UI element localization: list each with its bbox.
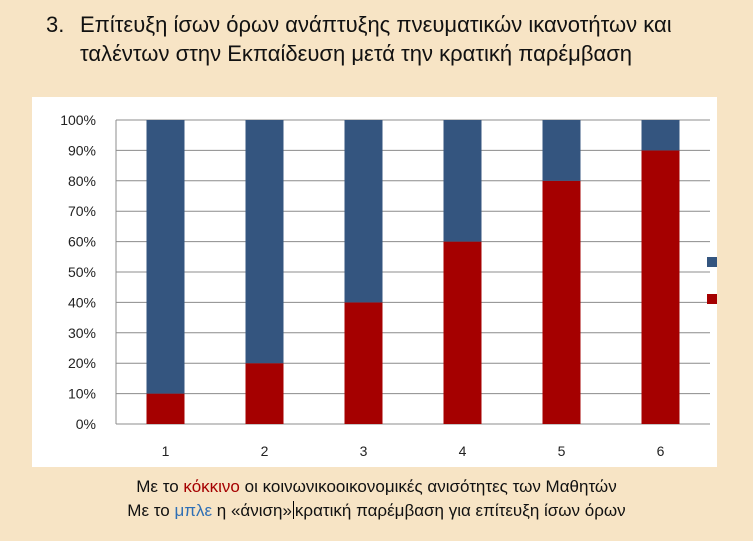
x-tick-label: 6 <box>657 443 665 459</box>
y-tick-label: 20% <box>68 355 96 371</box>
bar-segment-blue <box>443 120 482 242</box>
y-tick-label: 70% <box>68 203 96 219</box>
caption-1-suffix: οι κοινωνικοοικονομικές ανισότητες των Μ… <box>244 477 617 496</box>
y-tick-label: 40% <box>68 294 96 310</box>
text-cursor <box>292 501 294 519</box>
title-text: Επίτευξη ίσων όρων ανάπτυξης πνευματικών… <box>80 12 672 66</box>
caption-2-prefix: Με το <box>127 501 170 520</box>
x-tick-label: 1 <box>162 443 170 459</box>
x-tick-label: 5 <box>558 443 566 459</box>
y-tick-label: 90% <box>68 142 96 158</box>
bar-segment-red <box>245 363 284 424</box>
x-tick-label: 2 <box>261 443 269 459</box>
y-tick-label: 100% <box>60 112 96 128</box>
y-tick-label: 0% <box>76 416 96 432</box>
legend-swatch-blue <box>707 257 717 267</box>
y-tick-label: 50% <box>68 264 96 280</box>
bar-segment-red <box>443 241 482 424</box>
x-tick-label: 4 <box>459 443 467 459</box>
x-tick-label: 3 <box>360 443 368 459</box>
bar-segment-red <box>344 302 383 424</box>
bar-segment-blue <box>542 120 581 181</box>
slide-title: 3. Επίτευξη ίσων όρων ανάπτυξης πνευματι… <box>46 10 736 68</box>
y-tick-label: 60% <box>68 234 96 250</box>
stacked-bar-chart: 0% 10% 20% 30% 40% 50% 60% 70% 80% 90% 100% 1 2 3 4 5 6 <box>60 112 710 459</box>
bar-segment-blue <box>344 120 383 303</box>
caption-2-mid: η «άνιση» <box>216 501 292 520</box>
chart-area: 0% 10% 20% 30% 40% 50% 60% 70% 80% 90% 100% 1 2 3 4 5 6 <box>32 97 717 467</box>
bar-segment-blue <box>245 120 284 364</box>
y-tick-label: 10% <box>68 386 96 402</box>
caption-1-prefix: Με το <box>136 477 179 496</box>
title-number: 3. <box>46 12 65 37</box>
bar-segment-red <box>542 180 581 424</box>
bar-segment-blue <box>146 120 185 394</box>
bar-segment-red <box>641 150 680 424</box>
y-tick-label: 30% <box>68 325 96 341</box>
bar-segment-red <box>146 393 185 424</box>
caption-line-2: Με το μπλε η «άνιση» κρατική παρέμβαση γι… <box>0 501 753 521</box>
caption-red-keyword: κόκκινο <box>183 477 240 496</box>
y-tick-label: 80% <box>68 173 96 189</box>
caption-line-1: Με το κόκκινο οι κοινωνικοοικονομικές αν… <box>0 477 753 497</box>
legend-swatch-red <box>707 294 717 304</box>
caption-2-suffix: κρατική παρέμβαση για επίτευξη ίσων όρων <box>294 501 626 520</box>
bar-segment-blue <box>641 120 680 151</box>
caption-blue-keyword: μπλε <box>174 501 213 520</box>
